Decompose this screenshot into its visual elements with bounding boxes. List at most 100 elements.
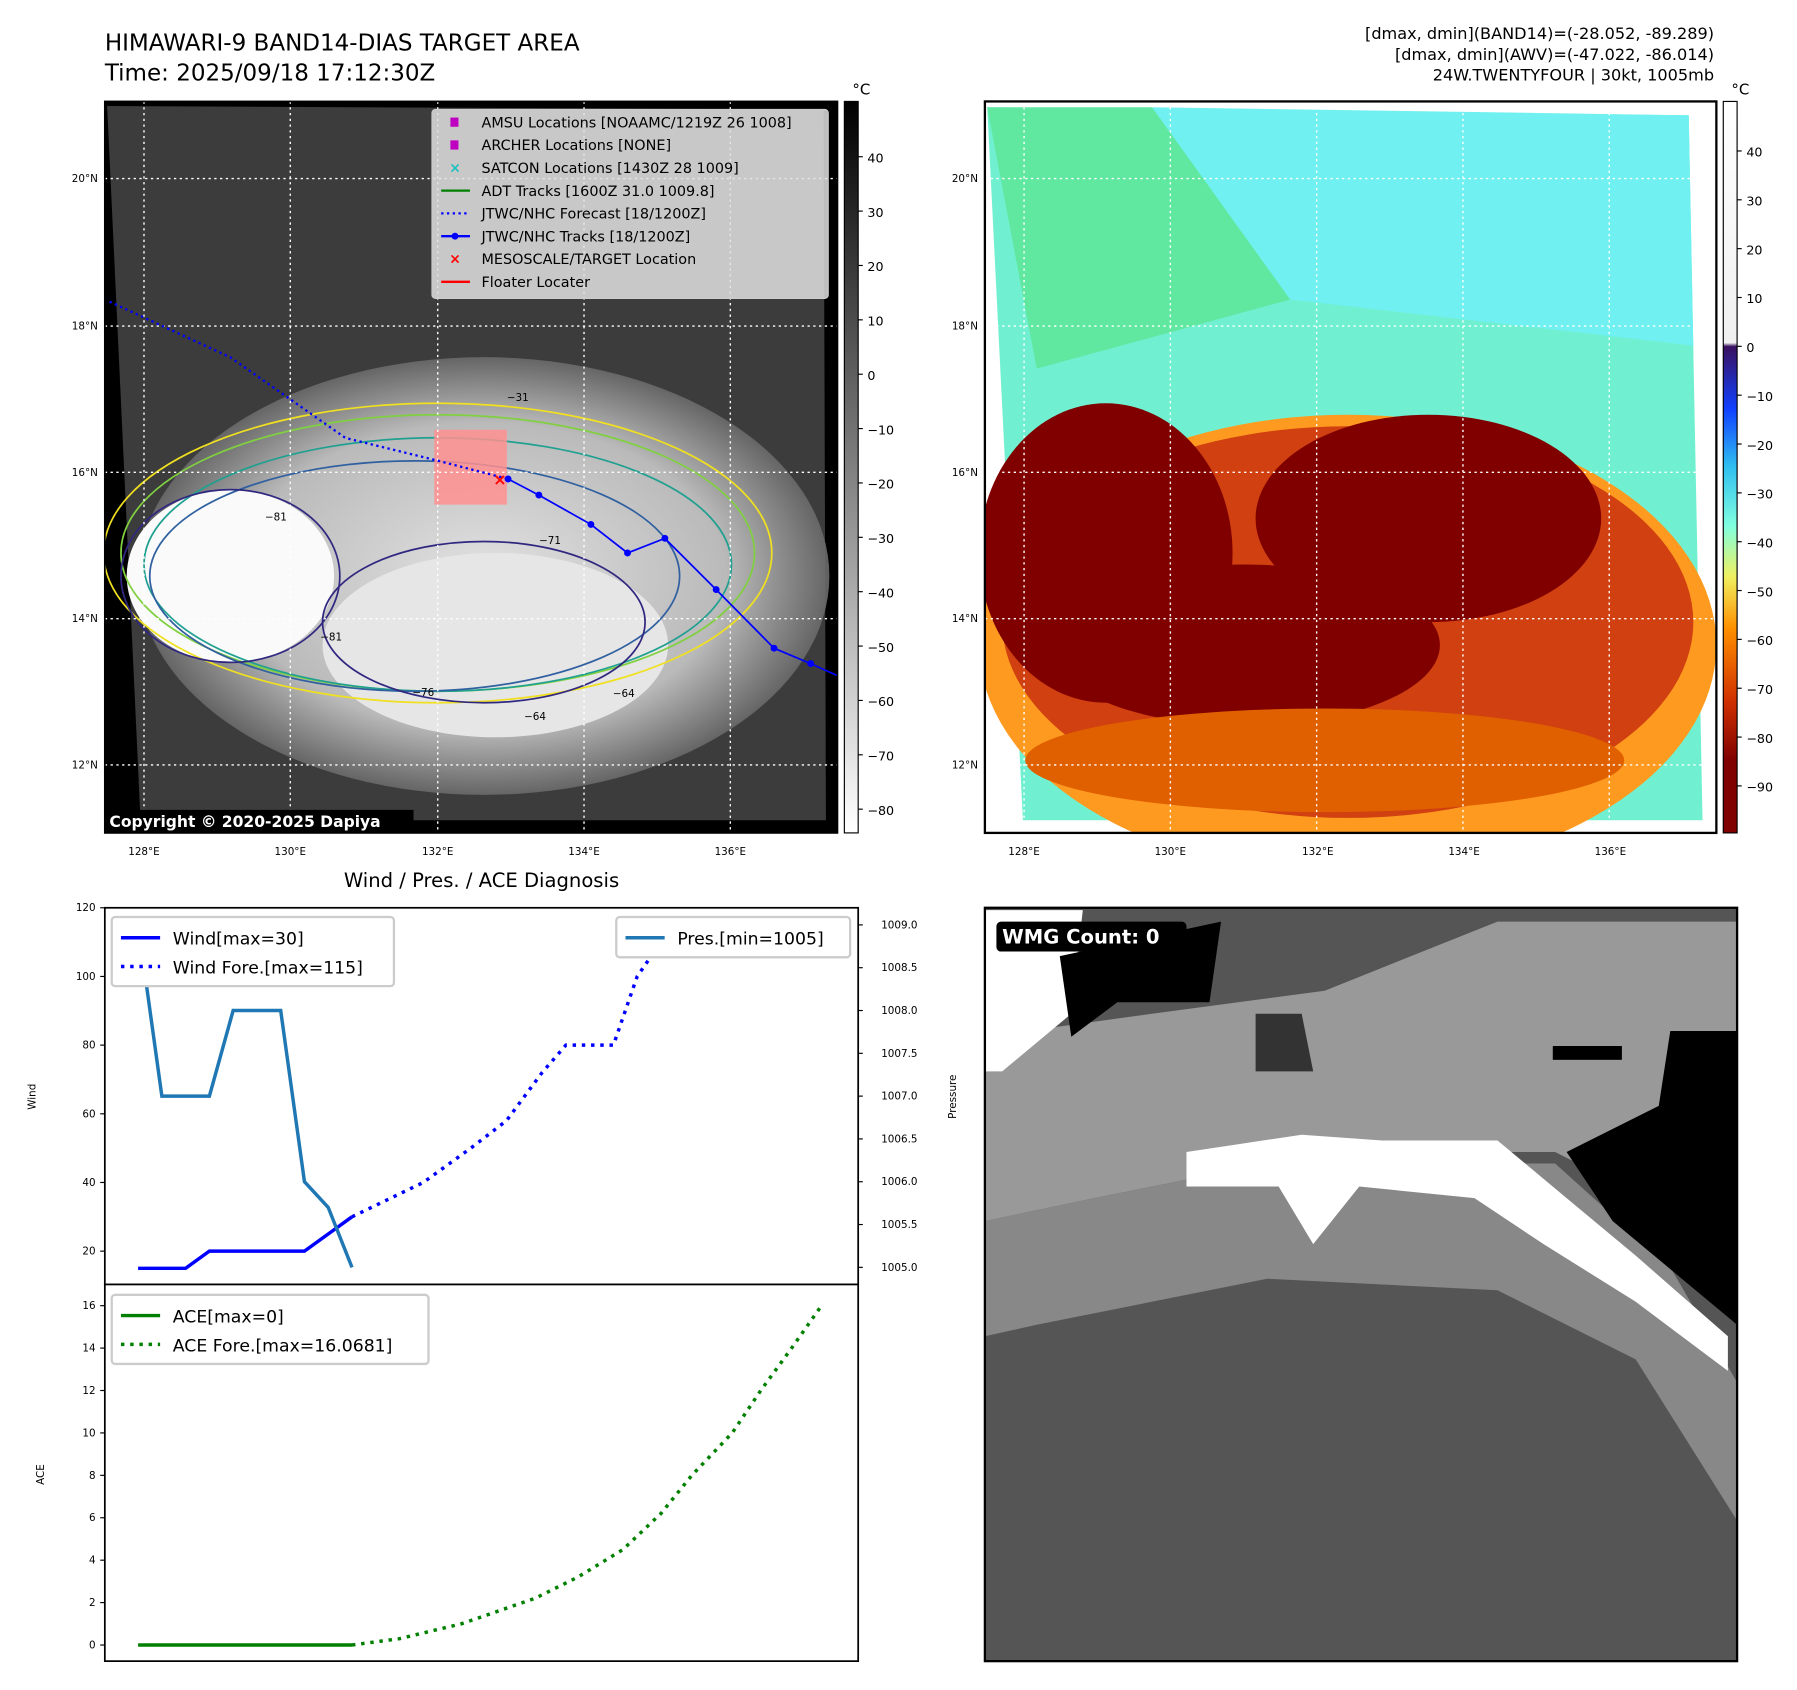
legend-item: ARCHER Locations [NONE] (450, 138, 671, 154)
map-legend: AMSU Locations [NOAAMC/1219Z 26 1008] ARC… (431, 108, 829, 299)
track-point (535, 491, 543, 499)
colorbar-tick-label: −80 (867, 803, 894, 818)
x-marker-icon: × (449, 160, 461, 176)
square-marker-icon (450, 117, 459, 127)
y-right-tick-label: 1006.0 (881, 1176, 917, 1188)
wind-pressure-chart: 20 40 60 80 100 120 1005.0 1005.5 1006.0 1006.5 10… (76, 902, 917, 1286)
legend-item: JTWC/NHC Tracks [18/1200Z] (441, 229, 690, 245)
colorbar-tick-label: −60 (1746, 633, 1773, 648)
colorbar-tick-label: 10 (867, 314, 883, 329)
colorbar-tick-label: 40 (867, 150, 883, 165)
ace-axis-label: ACE (35, 1464, 47, 1485)
colorbar-tick-label: −50 (867, 640, 894, 655)
lat-label: 14°N (72, 613, 98, 625)
chart-title: Wind / Pres. / ACE Diagnosis (344, 869, 619, 892)
colorbar-tick-label: 0 (867, 368, 875, 383)
colorbar-tick-label: 20 (1746, 242, 1762, 257)
legend-item: ADT Tracks [1600Z 31.0 1009.8] (441, 184, 715, 200)
y-tick-label: 60 (82, 1108, 95, 1120)
colorbar-tick-label: −10 (867, 422, 894, 437)
colorbar-tick-label: −50 (1746, 584, 1773, 599)
lat-label: 14°N (952, 613, 978, 625)
y-right-tick-label: 1008.0 (881, 1005, 917, 1017)
colorbar-tick-label: 0 (1746, 340, 1754, 355)
square-marker-icon (450, 140, 459, 150)
contour-label: −76 (412, 687, 434, 699)
y-right-tick-label: 1008.5 (881, 962, 917, 974)
lon-label: 136°E (715, 846, 747, 858)
track-point (661, 534, 669, 542)
lon-label: 134°E (568, 846, 599, 858)
legend-item: × SATCON Locations [1430Z 28 1009] (449, 160, 739, 177)
lat-label: 16°N (72, 467, 98, 479)
legend-label: JTWC/NHC Tracks [18/1200Z] (481, 229, 691, 245)
y-tick-label: 14 (82, 1343, 96, 1355)
series-line-ace-fore- (351, 1303, 824, 1647)
lon-label: 128°E (128, 846, 160, 858)
y-tick-label: 80 (82, 1040, 95, 1052)
y-tick-label: 120 (76, 902, 96, 914)
track-point (770, 644, 778, 652)
y-tick-label: 8 (89, 1470, 96, 1482)
x-marker-icon: × (449, 252, 461, 268)
lon-label: 136°E (1595, 846, 1627, 858)
y-right-tick-label: 1009.0 (881, 919, 917, 931)
chart-legend: Pres.[min=1005] (615, 915, 852, 959)
colorbar-unit: °C (852, 81, 870, 99)
y-right-tick-label: 1005.5 (881, 1219, 917, 1231)
y-tick-label: 100 (76, 971, 96, 983)
legend-item: AMSU Locations [NOAAMC/1219Z 26 1008] (450, 115, 792, 131)
legend-label: ADT Tracks [1600Z 31.0 1009.8] (482, 184, 715, 200)
awv-map-right (984, 101, 1717, 833)
colorbar-tick-label: 10 (1746, 291, 1762, 306)
y-tick-label: 4 (89, 1555, 96, 1567)
wmg-count: WMG Count: 0 (1002, 925, 1159, 948)
colorbar-tick-label: −80 (1746, 731, 1773, 746)
lon-label: 134°E (1448, 846, 1480, 858)
y-right-tick-label: 1006.5 (881, 1133, 917, 1145)
y-tick-label: 16 (82, 1300, 95, 1312)
y-tick-label: 20 (82, 1246, 95, 1258)
contour-label: −71 (539, 535, 561, 547)
legend-item: Floater Locater (441, 275, 590, 291)
colorbar-tick-label: −70 (1746, 682, 1773, 697)
contour-label: −64 (524, 711, 546, 723)
colorbar-unit: °C (1731, 81, 1749, 99)
colorbar-tick-label: −20 (1746, 438, 1773, 453)
lat-label: 18°N (952, 321, 978, 333)
figure-time: Time: 2025/09/18 17:12:30Z (104, 61, 436, 87)
y-tick-label: 2 (89, 1597, 96, 1609)
legend-label: ARCHER Locations [NONE] (482, 138, 672, 154)
y-right-tick-label: 1007.5 (881, 1048, 917, 1060)
legend-label: SATCON Locations [1430Z 28 1009] (482, 161, 739, 177)
figure-title: HIMAWARI-9 BAND14-DIAS TARGET AREA (105, 31, 580, 57)
y-tick-label: 40 (82, 1177, 95, 1189)
colorbar-tick-label: −30 (1746, 487, 1773, 502)
lat-label: 16°N (952, 467, 978, 479)
wind-axis-label: Wind (27, 1084, 39, 1110)
track-point (807, 660, 815, 668)
colorbar-tick-label: −40 (867, 585, 894, 600)
contour-label: −31 (507, 392, 529, 404)
track-point (712, 586, 720, 594)
legend-item: JTWC/NHC Forecast [18/1200Z] (441, 207, 706, 223)
colorbar-tick-label: 30 (1746, 194, 1762, 209)
colorbar-tick-label: 40 (1746, 145, 1762, 160)
target-location-marker: × (493, 470, 507, 489)
track-point (587, 520, 595, 528)
y-tick-label: 6 (89, 1512, 96, 1524)
stats-band14: [dmax, dmin](BAND14)=(-28.052, -89.289) (1365, 24, 1714, 43)
chart-legend: ACE[max=0] ACE Fore.[max=16.0681] (110, 1293, 430, 1366)
legend-label: ACE[max=0] (173, 1307, 284, 1327)
legend-item: × MESOSCALE/TARGET Location (449, 252, 696, 269)
lon-label: 132°E (422, 846, 454, 858)
colorbar-tick-label: −10 (1746, 389, 1773, 404)
lat-label: 12°N (952, 759, 978, 771)
storm-info: 24W.TWENTYFOUR | 30kt, 1005mb (1433, 66, 1714, 85)
legend-label: Wind Fore.[max=115] (173, 958, 363, 978)
colorbar-tick-label: −20 (867, 477, 894, 492)
target-area-box (434, 429, 507, 505)
lat-label: 20°N (952, 173, 978, 185)
chart-legend: Wind[max=30] Wind Fore.[max=115] (110, 915, 396, 988)
forecast-track-line (109, 300, 509, 481)
